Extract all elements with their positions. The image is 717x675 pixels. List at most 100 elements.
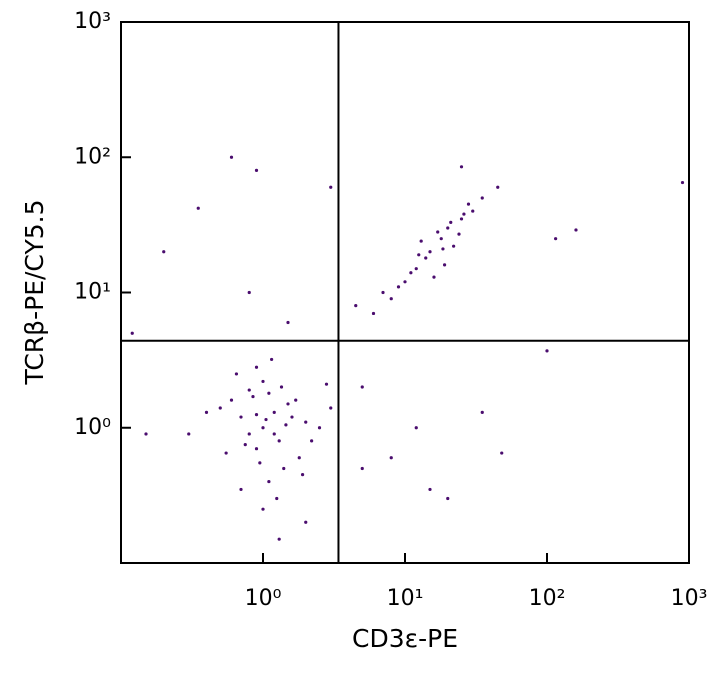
y-tick-label: 10⁰ [74, 415, 111, 440]
point [452, 244, 456, 248]
point [371, 311, 376, 316]
point [267, 479, 271, 484]
point [480, 410, 484, 414]
point [234, 372, 239, 376]
point [247, 290, 251, 295]
y-tick-label: 10³ [74, 9, 111, 34]
point [466, 202, 471, 206]
x-tick-label: 10² [529, 586, 566, 611]
point [500, 451, 504, 455]
point [282, 466, 286, 471]
point [279, 385, 284, 389]
point [496, 185, 500, 189]
point [130, 331, 134, 335]
point [251, 394, 255, 399]
point [277, 537, 281, 541]
point [286, 402, 290, 406]
point [457, 232, 461, 236]
plot-frame [120, 21, 690, 564]
point [144, 432, 148, 436]
point [310, 439, 314, 443]
point [441, 247, 445, 251]
point [204, 410, 209, 414]
point [317, 426, 322, 430]
point [196, 206, 200, 210]
point [224, 451, 228, 455]
point [446, 496, 450, 501]
point [229, 398, 234, 402]
point [300, 473, 305, 477]
point [284, 423, 288, 427]
point [424, 256, 428, 260]
point [554, 237, 558, 241]
y-tick-label: 10² [74, 144, 111, 169]
point [243, 443, 247, 447]
point [389, 297, 393, 301]
point [462, 212, 466, 216]
point [403, 280, 407, 284]
point [329, 406, 333, 410]
point [428, 487, 432, 492]
point [261, 507, 265, 511]
point [459, 217, 464, 221]
point [574, 228, 578, 232]
point [442, 263, 447, 267]
x-tick-label: 10⁰ [245, 586, 282, 611]
point [417, 253, 421, 257]
point [258, 461, 262, 465]
point [218, 406, 222, 410]
point [360, 385, 364, 389]
point [449, 220, 453, 224]
point [239, 415, 243, 419]
point [254, 168, 259, 172]
point [414, 267, 418, 271]
point [247, 432, 251, 436]
point [304, 420, 308, 424]
point [254, 447, 259, 451]
point [270, 357, 274, 362]
point [187, 432, 191, 436]
point [329, 185, 333, 189]
point [239, 487, 243, 492]
point [389, 456, 393, 460]
point [297, 456, 301, 460]
point [272, 432, 276, 436]
point [414, 426, 418, 430]
point [396, 285, 401, 289]
point [261, 426, 265, 430]
point [419, 239, 423, 243]
point [286, 320, 290, 325]
point [229, 155, 234, 159]
point [446, 226, 450, 230]
point [459, 165, 464, 169]
point [290, 415, 294, 419]
point [428, 250, 432, 254]
point [354, 304, 358, 308]
x-axis-title: CD3ε-PE [352, 624, 458, 653]
point [162, 250, 166, 254]
point [324, 382, 329, 386]
point [409, 271, 413, 275]
point [264, 417, 268, 422]
point [277, 439, 281, 443]
point [275, 496, 279, 501]
point [254, 413, 259, 417]
point [436, 230, 440, 234]
point [381, 290, 385, 295]
point [545, 349, 549, 353]
point [267, 391, 271, 395]
point [304, 520, 308, 524]
y-tick-label: 10¹ [74, 280, 111, 305]
point [261, 379, 265, 384]
point [680, 180, 685, 185]
point [360, 466, 364, 471]
point [254, 365, 259, 369]
point [439, 237, 443, 241]
point [247, 388, 251, 392]
y-axis-title: TCRβ-PE/CY5.5 [20, 200, 49, 386]
x-tick-label: 10¹ [387, 586, 424, 611]
point [471, 209, 475, 213]
point [294, 398, 298, 402]
point [480, 196, 484, 200]
